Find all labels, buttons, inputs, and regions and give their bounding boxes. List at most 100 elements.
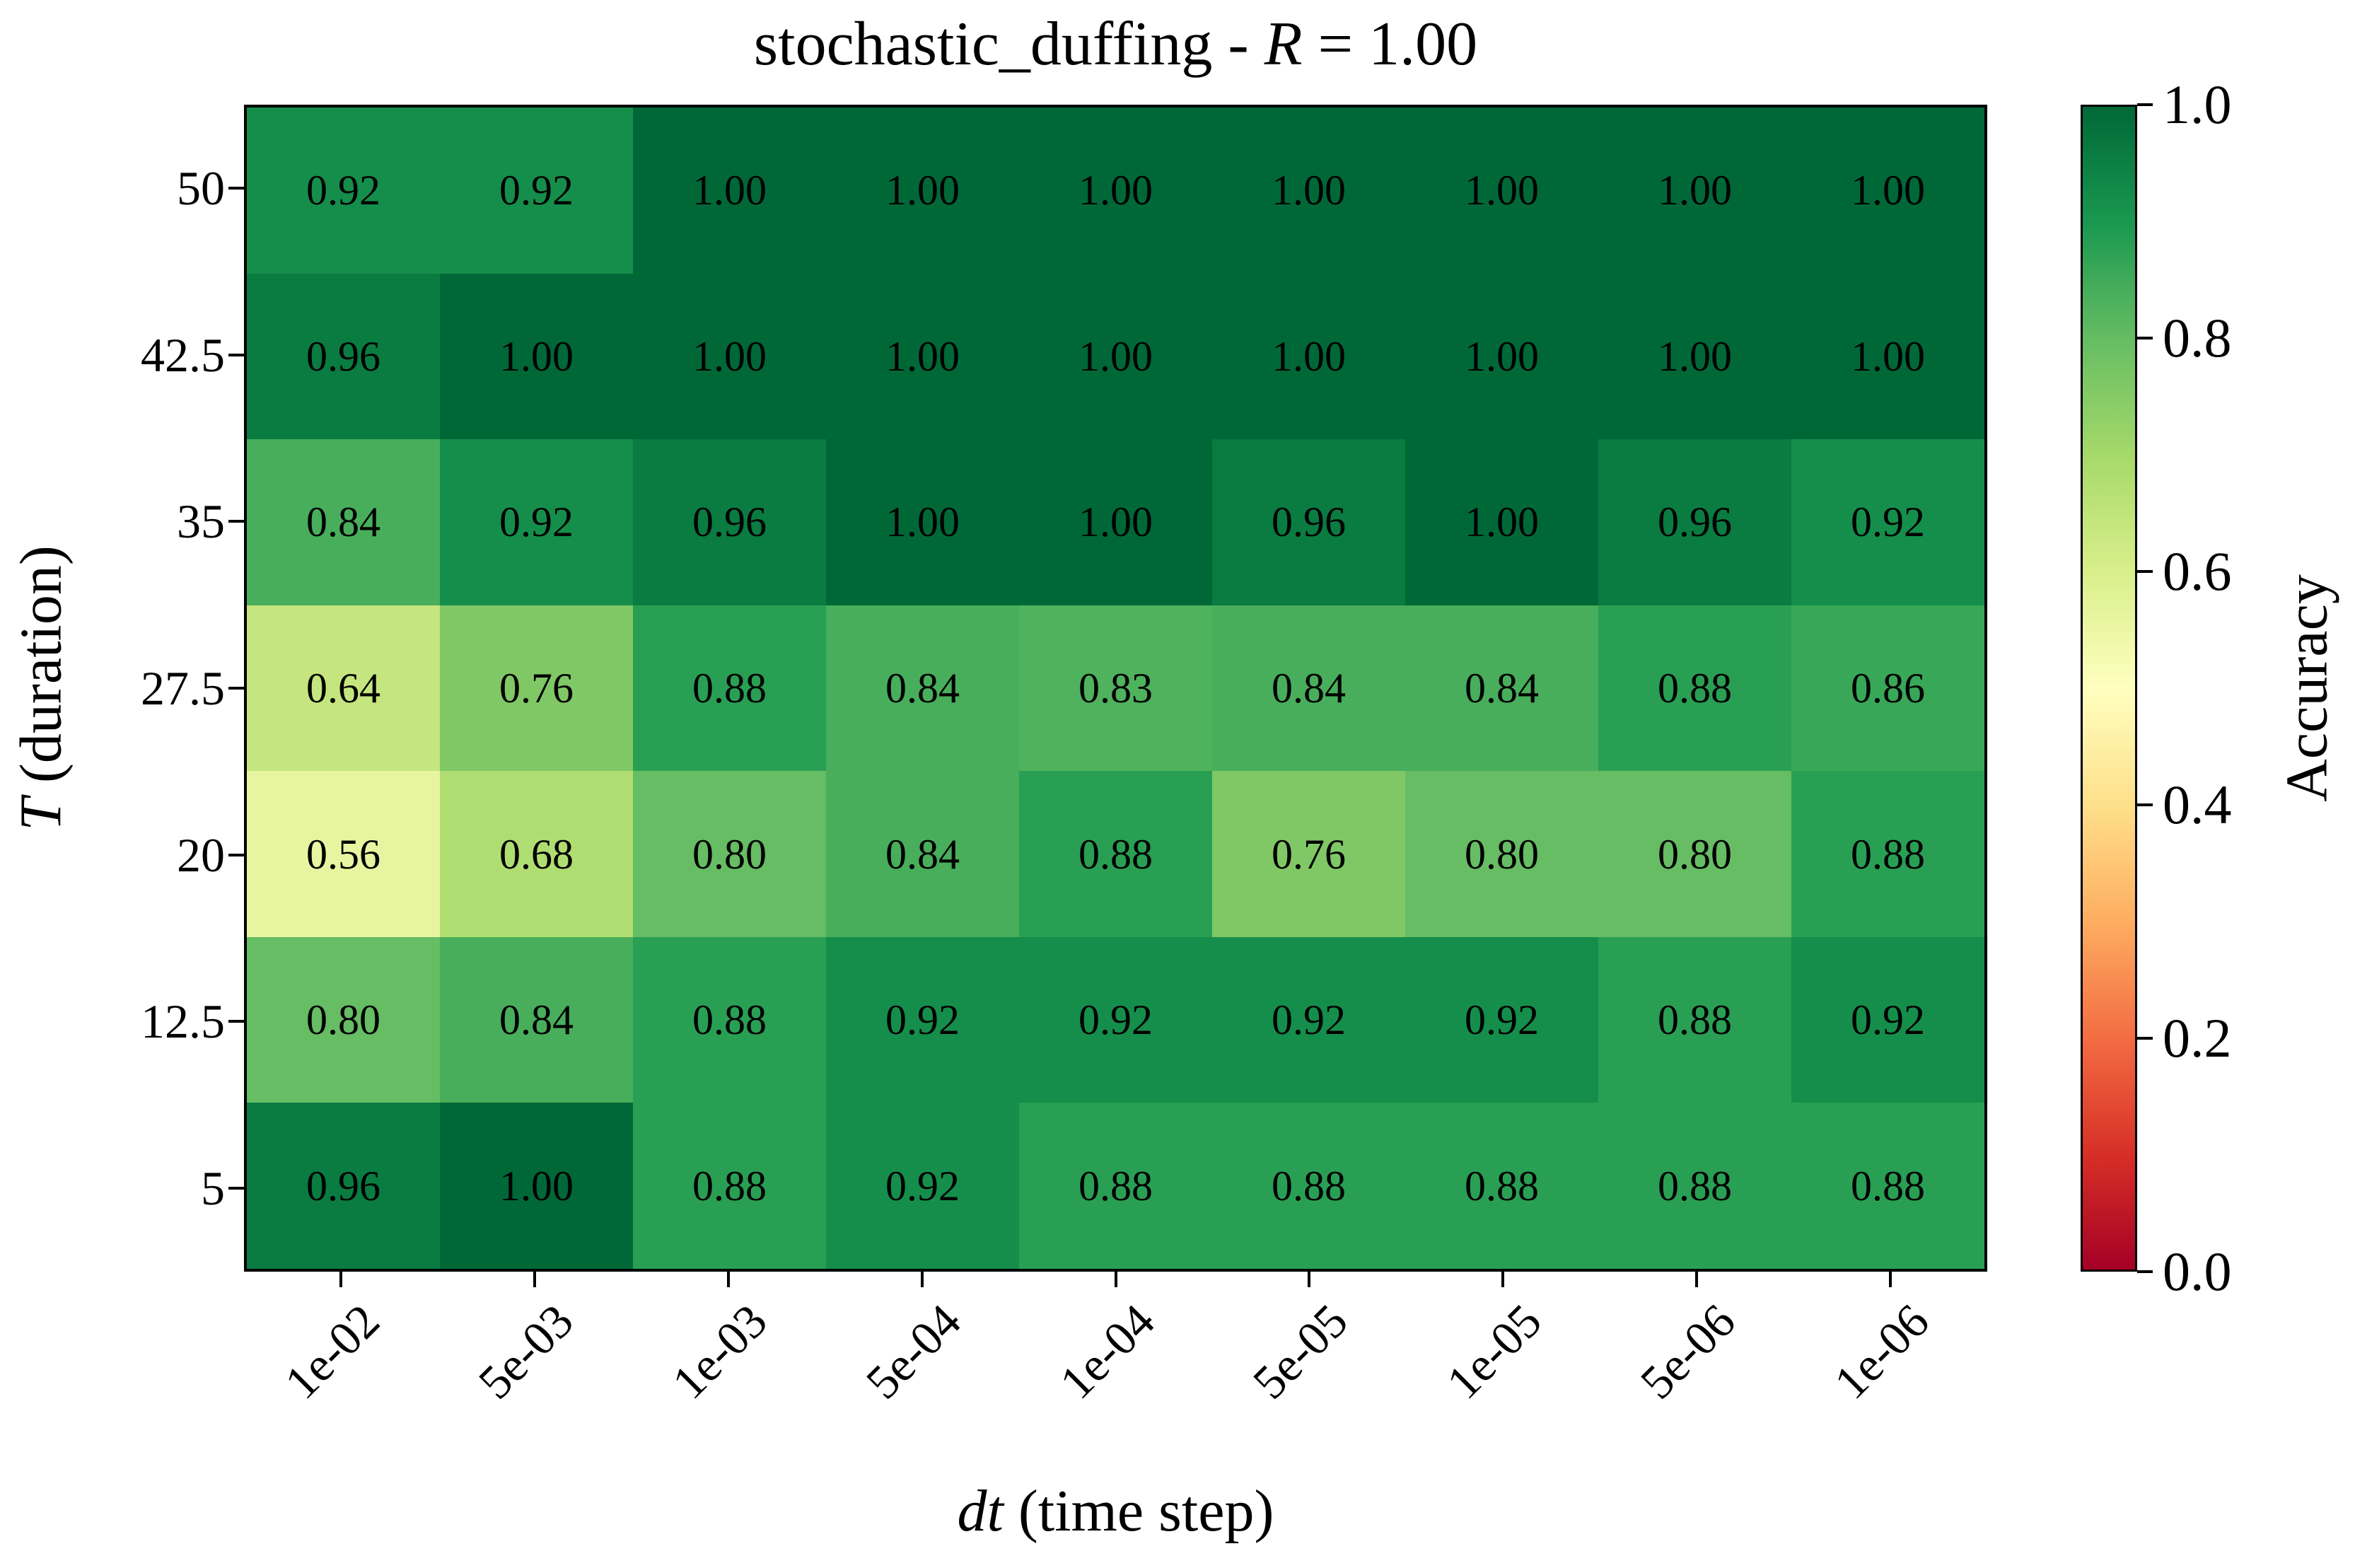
- cell-value: 0.80: [692, 830, 767, 878]
- cell-value: 0.92: [306, 167, 380, 214]
- cell-value: 1.00: [885, 499, 960, 546]
- heatmap-cell: 0.92: [1791, 936, 1984, 1103]
- y-tick-mark: [228, 853, 244, 856]
- heatmap-cell: 0.80: [1598, 771, 1791, 937]
- x-tick-mark: [1695, 1272, 1699, 1287]
- heatmap-cell: 0.76: [440, 605, 633, 772]
- heatmap-cell: 0.96: [1598, 439, 1791, 605]
- colorbar-tick-mark: [2137, 570, 2153, 573]
- heatmap-cell: 0.92: [1212, 936, 1405, 1103]
- y-tick-mark: [228, 186, 244, 190]
- y-tick-label: 5: [201, 1161, 225, 1216]
- colorbar-tick-mark: [2137, 1037, 2153, 1040]
- cell-value: 1.00: [1465, 332, 1539, 380]
- cell-value: 0.88: [692, 1162, 767, 1209]
- heatmap-cell: 1.00: [633, 108, 826, 274]
- heatmap-cell: 0.80: [1405, 771, 1598, 937]
- chart-title-prefix: stochastic_duffing -: [753, 10, 1264, 79]
- cell-value: 0.92: [1851, 499, 1925, 546]
- heatmap-cell: 1.00: [1212, 273, 1405, 440]
- cell-value: 0.88: [1851, 1162, 1925, 1209]
- y-tick-label: 27.5: [141, 661, 225, 715]
- cell-value: 1.00: [499, 1162, 574, 1209]
- x-tick-mark: [1114, 1272, 1117, 1287]
- heatmap-cell: 0.88: [1212, 1103, 1405, 1269]
- heatmap-cell: 0.84: [826, 771, 1019, 937]
- heatmap-cell: 0.92: [1019, 936, 1212, 1103]
- heatmap-cell: 0.88: [1598, 605, 1791, 772]
- x-tick-mark: [533, 1272, 536, 1287]
- heatmap-cell: 0.84: [1212, 605, 1405, 772]
- cell-value: 1.00: [885, 332, 960, 380]
- cell-value: 0.84: [1465, 664, 1539, 712]
- heatmap-cell: 0.92: [826, 936, 1019, 1103]
- colorbar-tick-label: 0.8: [2163, 307, 2232, 368]
- heatmap-cell: 0.96: [633, 439, 826, 605]
- x-tick-mark: [726, 1272, 730, 1287]
- cell-value: 0.84: [885, 830, 960, 878]
- colorbar-tick-mark: [2137, 803, 2153, 806]
- x-tick-mark: [339, 1272, 342, 1287]
- heatmap-cell: 1.00: [826, 439, 1019, 605]
- cell-value: 0.88: [1658, 997, 1732, 1044]
- cell-value: 1.00: [692, 167, 767, 214]
- cell-value: 0.88: [692, 997, 767, 1044]
- cell-value: 0.88: [1272, 1162, 1346, 1209]
- heatmap-cell: 0.88: [1598, 1103, 1791, 1269]
- heatmap-cell: 0.92: [247, 108, 440, 274]
- heatmap-cell: 0.88: [1019, 1103, 1212, 1269]
- cell-value: 0.84: [499, 997, 574, 1044]
- cell-value: 0.92: [885, 997, 960, 1044]
- heatmap-cell: 0.88: [1598, 936, 1791, 1103]
- heatmap-cell: 1.00: [826, 108, 1019, 274]
- cell-value: 0.92: [1851, 997, 1925, 1044]
- cell-value: 0.96: [306, 332, 380, 380]
- colorbar-tick-label: 1.0: [2163, 74, 2232, 135]
- cell-value: 1.00: [692, 332, 767, 380]
- heatmap-cell: 1.00: [1405, 108, 1598, 274]
- heatmap-cell: 1.00: [1019, 439, 1212, 605]
- heatmap-cell: 0.80: [247, 936, 440, 1103]
- heatmap-cell: 0.88: [1019, 771, 1212, 937]
- x-axis-label-variable: dt: [957, 1478, 1004, 1544]
- colorbar-tick-mark: [2137, 337, 2153, 339]
- heatmap-cell: 0.96: [247, 273, 440, 440]
- cell-value: 0.88: [1658, 664, 1732, 712]
- y-tick-label: 12.5: [141, 994, 225, 1049]
- heatmap-cell: 0.88: [1791, 1103, 1984, 1269]
- colorbar-gradient: [2081, 105, 2137, 1272]
- heatmap-cell: 0.88: [633, 605, 826, 772]
- heatmap-cell: 0.92: [826, 1103, 1019, 1269]
- cell-value: 0.76: [1272, 830, 1346, 878]
- y-tick-label: 42.5: [141, 327, 225, 382]
- heatmap-cell: 1.00: [826, 273, 1019, 440]
- y-tick-label: 50: [177, 161, 225, 215]
- heatmap-cell: 1.00: [1405, 439, 1598, 605]
- cell-value: 0.80: [306, 997, 380, 1044]
- x-tick-mark: [1889, 1272, 1892, 1287]
- cell-value: 1.00: [499, 332, 574, 380]
- cell-value: 0.92: [499, 499, 574, 546]
- heatmap-cell: 0.83: [1019, 605, 1212, 772]
- cell-value: 0.96: [1658, 499, 1732, 546]
- chart-title-suffix: = 1.00: [1302, 10, 1478, 79]
- heatmap-cell: 1.00: [440, 1103, 633, 1269]
- heatmap-cell: 0.68: [440, 771, 633, 937]
- cell-value: 1.00: [1078, 332, 1153, 380]
- cell-value: 0.80: [1658, 830, 1732, 878]
- cell-value: 1.00: [1272, 332, 1346, 380]
- colorbar-tick-mark: [2137, 103, 2153, 106]
- heatmap-cell: 0.84: [440, 936, 633, 1103]
- colorbar-tick-label: 0.4: [2163, 774, 2232, 835]
- cell-value: 0.56: [306, 830, 380, 878]
- cell-value: 0.88: [1465, 1162, 1539, 1209]
- cell-value: 0.92: [885, 1162, 960, 1209]
- heatmap-cell: 1.00: [1791, 108, 1984, 274]
- cell-value: 0.96: [306, 1162, 380, 1209]
- cell-value: 0.96: [692, 499, 767, 546]
- heatmap-cell: 0.64: [247, 605, 440, 772]
- heatmap-cell: 1.00: [1019, 108, 1212, 274]
- cell-value: 1.00: [1851, 332, 1925, 380]
- cell-value: 0.80: [1465, 830, 1539, 878]
